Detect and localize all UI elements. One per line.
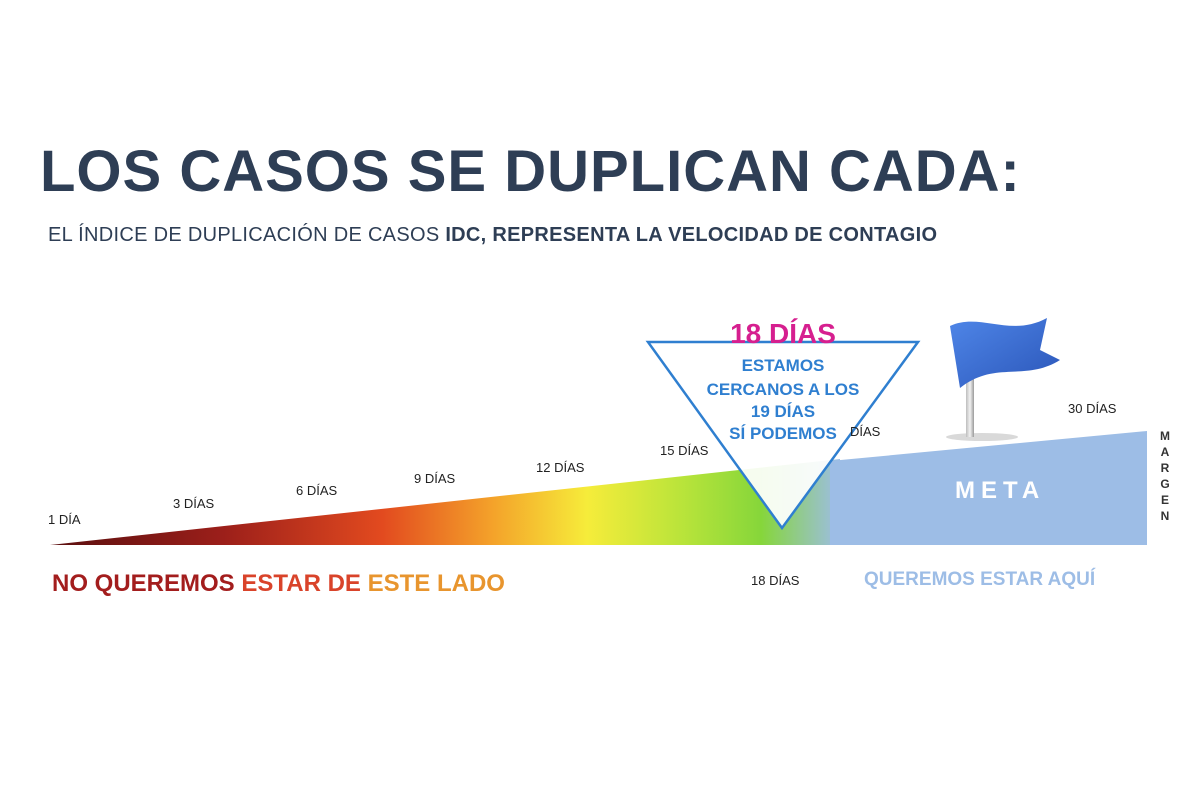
page-title: LOS CASOS SE DUPLICAN CADA: — [40, 139, 1021, 204]
margin-label: MARGEN — [1160, 429, 1170, 523]
goal-flag-icon — [946, 318, 1060, 441]
caption-part-1: NO QUEREMOS — [52, 570, 242, 597]
goal-area — [830, 431, 1147, 545]
scale-label-15: 15 DÍAS — [660, 443, 709, 458]
callout-triangle — [645, 340, 921, 531]
scale-label-partial: DÍAS — [850, 424, 881, 439]
scale-label-9: 9 DÍAS — [414, 471, 456, 486]
marker-label: 18 DÍAS — [751, 573, 800, 588]
scale-label-30: 30 DÍAS — [1068, 401, 1117, 416]
scale-label-3: 3 DÍAS — [173, 496, 215, 511]
scale-label-1: 1 DÍA — [48, 512, 81, 527]
scale-label-12: 12 DÍAS — [536, 460, 585, 475]
subtitle-text: EL ÍNDICE DE DUPLICACIÓN DE CASOS — [48, 224, 446, 246]
scale-label-6: 6 DÍAS — [296, 483, 338, 498]
gradient-ramp — [50, 459, 840, 545]
bottom-right-caption: QUEREMOS ESTAR AQUÍ — [864, 569, 1096, 590]
subtitle-bold: IDC, REPRESENTA LA VELOCIDAD DE CONTAGIO — [445, 224, 938, 246]
callout-line-4: SÍ PODEMOS — [729, 424, 837, 443]
caption-part-2: ESTAR DE — [241, 570, 368, 597]
callout-line-3: 19 DÍAS — [750, 402, 816, 421]
callout-headline: 18 DÍAS — [730, 318, 836, 349]
bottom-left-caption: NO QUEREMOS ESTAR DE ESTE LADO — [52, 570, 505, 598]
callout-line-2: CERCANOS A LOS — [706, 380, 860, 399]
goal-label: META — [955, 477, 1046, 504]
caption-part-3: ESTE LADO — [367, 570, 505, 597]
subtitle: EL ÍNDICE DE DUPLICACIÓN DE CASOS IDC, R… — [48, 224, 937, 247]
callout-line-1: ESTAMOS — [741, 356, 825, 375]
